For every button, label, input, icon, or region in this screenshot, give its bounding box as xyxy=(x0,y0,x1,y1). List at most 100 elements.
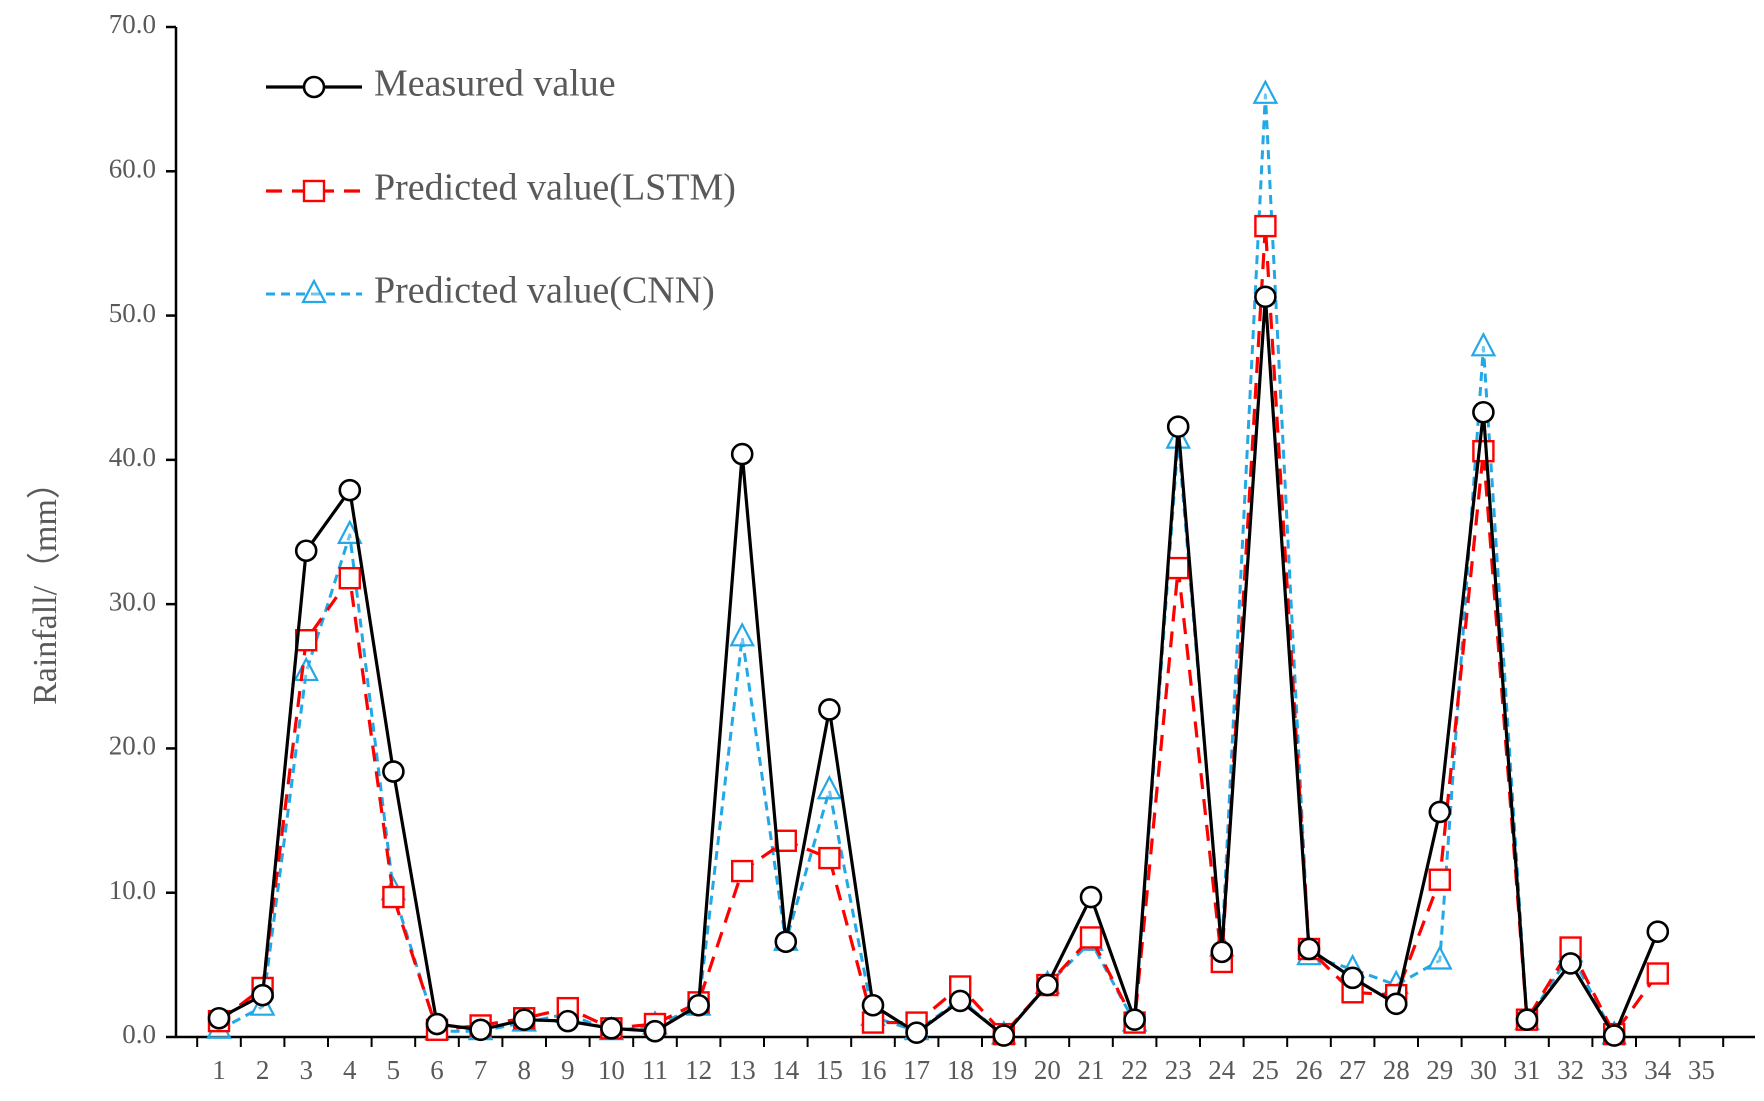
data-point xyxy=(1470,331,1497,357)
data-point xyxy=(1341,966,1364,990)
legend-label: Predicted value(CNN) xyxy=(374,270,715,312)
y-tick-label: 70.0 xyxy=(109,9,156,39)
data-point xyxy=(382,885,405,909)
x-tick-label: 13 xyxy=(729,1055,756,1085)
data-point xyxy=(251,983,274,1007)
data-point xyxy=(818,698,841,721)
x-tick-label: 25 xyxy=(1252,1055,1279,1085)
y-tick-label: 50.0 xyxy=(109,298,156,328)
data-point xyxy=(905,1021,928,1044)
x-tick-label: 32 xyxy=(1557,1055,1584,1085)
x-tick-label: 15 xyxy=(816,1055,843,1085)
y-tick-label: 30.0 xyxy=(109,586,156,616)
legend-marker xyxy=(301,278,327,304)
data-point xyxy=(1254,285,1277,309)
legend-marker xyxy=(302,75,326,99)
data-point xyxy=(1384,992,1408,1016)
legend-item: Measured value xyxy=(266,63,616,105)
y-tick-label: 0.0 xyxy=(122,1019,156,1049)
y-tick-label: 60.0 xyxy=(109,153,156,183)
data-point xyxy=(1297,937,1321,961)
x-tick-label: 26 xyxy=(1296,1055,1323,1085)
x-tick-label: 29 xyxy=(1426,1055,1453,1085)
data-point xyxy=(1515,1008,1539,1031)
x-tick-label: 10 xyxy=(598,1055,625,1085)
axes: 0.010.020.030.040.050.060.070.01 2 3 4 5 6 7 8 9… xyxy=(109,9,1755,1085)
series-line xyxy=(218,295,1660,1038)
data-point xyxy=(1426,945,1453,970)
legend-label: Predicted value(LSTM) xyxy=(374,167,736,209)
data-point xyxy=(556,1009,580,1033)
legend-label: Measured value xyxy=(374,63,616,105)
data-point xyxy=(1166,556,1190,580)
data-point xyxy=(294,539,318,563)
data-point xyxy=(948,989,972,1013)
data-point xyxy=(1428,868,1452,891)
x-tick-label: 11 xyxy=(642,1055,668,1085)
x-tick-label: 34 xyxy=(1644,1055,1672,1085)
series-layer xyxy=(206,79,1670,1047)
data-point xyxy=(469,1018,492,1042)
x-tick-label: 22 xyxy=(1121,1055,1148,1085)
x-tick-label: 31 xyxy=(1514,1055,1541,1085)
x-tick-label: 1 xyxy=(212,1055,226,1085)
y-tick-label: 40.0 xyxy=(109,442,156,472)
x-tick-label: 3 xyxy=(299,1055,313,1085)
data-point xyxy=(731,859,754,883)
x-tick-label: 19 xyxy=(990,1055,1017,1085)
x-tick-label: 16 xyxy=(860,1055,887,1085)
data-point xyxy=(338,566,361,590)
x-tick-label: 8 xyxy=(517,1055,531,1085)
x-tick-label: 5 xyxy=(387,1055,401,1085)
x-tick-label: 35 xyxy=(1688,1055,1715,1085)
x-tick-label: 33 xyxy=(1601,1055,1628,1085)
x-tick-label: 4 xyxy=(343,1055,357,1085)
data-point xyxy=(425,1012,449,1036)
x-tick-label: 9 xyxy=(561,1055,575,1085)
data-point xyxy=(1166,415,1190,438)
data-point xyxy=(730,442,754,466)
data-point xyxy=(207,1006,231,1030)
data-point xyxy=(600,1017,623,1040)
y-tick-label: 20.0 xyxy=(109,731,156,761)
data-point xyxy=(1252,79,1279,104)
data-point xyxy=(1079,926,1103,949)
data-point xyxy=(1472,440,1495,463)
x-tick-label: 24 xyxy=(1208,1055,1236,1085)
legend-item: Predicted value(LSTM) xyxy=(266,167,736,209)
data-point xyxy=(1559,952,1582,975)
data-point xyxy=(729,621,756,647)
x-tick-label: 12 xyxy=(685,1055,712,1085)
data-point xyxy=(1123,1008,1146,1031)
data-point xyxy=(338,478,362,502)
x-tick-label: 2 xyxy=(256,1055,270,1085)
data-point xyxy=(1602,1024,1626,1047)
data-point xyxy=(1036,973,1059,997)
data-point xyxy=(643,1019,667,1043)
legend: Measured value Predicted value(LSTM) Predi… xyxy=(266,63,736,312)
x-tick-label: 20 xyxy=(1034,1055,1061,1085)
x-tick-label: 17 xyxy=(903,1055,930,1085)
data-point xyxy=(1472,400,1495,424)
x-tick-label: 6 xyxy=(430,1055,444,1085)
y-tick-label: 10.0 xyxy=(109,875,156,905)
data-point xyxy=(992,1024,1016,1047)
data-point xyxy=(1254,214,1277,238)
data-point xyxy=(1646,962,1670,985)
x-tick-label: 7 xyxy=(474,1055,488,1085)
x-tick-label: 28 xyxy=(1383,1055,1410,1085)
data-point xyxy=(774,930,798,954)
data-point xyxy=(1079,885,1103,909)
data-point xyxy=(687,993,710,1017)
x-tick-label: 14 xyxy=(772,1055,800,1085)
data-point xyxy=(1646,920,1670,943)
x-tick-label: 27 xyxy=(1339,1055,1366,1085)
x-tick-label: 21 xyxy=(1078,1055,1105,1085)
data-point xyxy=(818,846,841,870)
legend-marker xyxy=(302,179,326,203)
legend-item: Predicted value(CNN) xyxy=(266,270,715,312)
data-point xyxy=(861,993,885,1017)
x-tick-label: 18 xyxy=(947,1055,974,1085)
